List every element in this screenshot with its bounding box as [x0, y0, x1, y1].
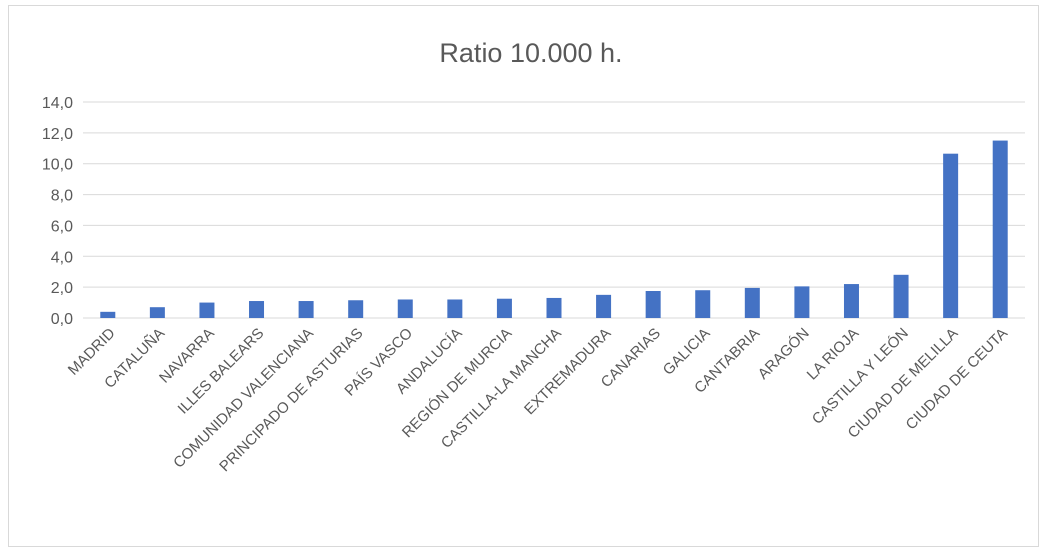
bar: [794, 286, 810, 318]
gridlines: [83, 101, 1025, 319]
y-tick-label: 10,0: [42, 157, 73, 174]
bar: [843, 284, 859, 318]
chart-area: Ratio 10.000 h. 0,0 2,0 4,0 6,0 8,0 10,0 12,0 1…: [8, 5, 1039, 547]
bar: [695, 290, 711, 318]
bar: [645, 291, 661, 318]
bars: [100, 140, 1008, 318]
bar-chart: Ratio 10.000 h. 0,0 2,0 4,0 6,0 8,0 10,0 12,0 1…: [42, 38, 1025, 475]
y-tick-label: 4,0: [51, 249, 73, 266]
bar: [348, 300, 364, 318]
y-tick-label: 0,0: [51, 311, 73, 328]
y-tick-label: 2,0: [51, 280, 73, 297]
x-tick-label: ARAGÓN: [755, 325, 813, 383]
x-tick-label: CASTILLA Y LEÓN: [809, 325, 912, 428]
bar: [496, 298, 512, 318]
bar: [249, 301, 265, 318]
bar: [744, 287, 760, 318]
bar: [397, 299, 413, 318]
chart-title: Ratio 10.000 h.: [439, 38, 622, 68]
bar: [546, 297, 562, 318]
bar: [149, 307, 165, 318]
x-tick-label: EXTREMADURA: [521, 325, 614, 418]
bar: [992, 140, 1008, 318]
y-tick-label: 12,0: [42, 126, 73, 143]
bar: [447, 299, 463, 318]
bar: [298, 301, 314, 318]
bar: [893, 274, 909, 318]
y-tick-label: 6,0: [51, 218, 73, 235]
x-tick-label: ILLES BALEARS: [175, 325, 268, 418]
bar: [943, 153, 959, 318]
y-axis: 0,0 2,0 4,0 6,0 8,0 10,0 12,0 14,0: [42, 95, 73, 328]
y-tick-label: 14,0: [42, 95, 73, 112]
bar: [596, 294, 612, 318]
bar: [100, 311, 116, 318]
y-tick-label: 8,0: [51, 188, 73, 205]
bar: [199, 302, 215, 318]
